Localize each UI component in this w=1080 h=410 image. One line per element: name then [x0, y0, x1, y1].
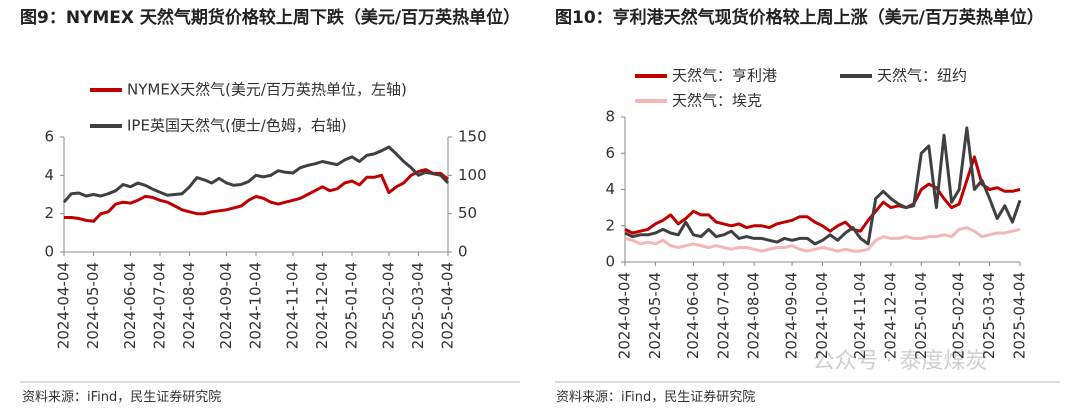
x-tick-label: 2025-03-04	[409, 262, 427, 349]
series-line	[62, 145, 450, 204]
series-line	[624, 226, 1021, 253]
y-tick-label: 0	[44, 243, 54, 261]
y-tick-label: 4	[605, 180, 615, 198]
y-tick-label: 6	[44, 128, 54, 146]
x-tick-label: 2025-04-04	[1011, 272, 1029, 359]
series-line	[624, 155, 1021, 235]
y-tick-label: 2	[605, 216, 615, 234]
series-line	[64, 168, 449, 223]
x-tick-label: 2024-11-04	[283, 262, 301, 349]
x-tick-label: 2024-09-04	[217, 262, 235, 349]
y2-tick-label: 50	[458, 204, 477, 222]
y2-tick-label: 0	[458, 243, 468, 261]
x-tick-label: 2024-06-04	[684, 272, 702, 359]
x-tick-label: 2024-08-04	[745, 272, 763, 359]
source-note: 资料来源：iFind，民生证券研究院	[556, 390, 756, 405]
x-tick-label: 2024-04-04	[616, 272, 634, 359]
x-tick-label: 2025-01-04	[912, 272, 930, 359]
x-tick-label: 2024-06-04	[121, 262, 139, 349]
x-tick-label: 2025-03-04	[980, 272, 998, 359]
x-tick-label: 2024-10-04	[247, 262, 265, 349]
y-tick-label: 4	[44, 166, 54, 184]
x-tick-label: 2025-02-04	[379, 262, 397, 349]
x-tick-label: 2024-12-04	[881, 272, 899, 359]
legend-label: 天然气：亨利港	[672, 67, 777, 85]
chart-title: 图9：NYMEX 天然气期货价格较上周下跌（美元/百万英热单位）	[20, 8, 521, 28]
y2-tick-label: 150	[458, 128, 487, 146]
watermark: 公众号 · 泰度煤炭	[813, 349, 988, 374]
x-tick-label: 2024-07-04	[151, 262, 169, 349]
y-tick-label: 6	[605, 144, 615, 162]
x-tick-label: 2025-02-04	[950, 272, 968, 359]
y-tick-label: 8	[605, 108, 615, 126]
x-tick-label: 2024-09-04	[783, 272, 801, 359]
x-tick-label: 2024-05-04	[646, 272, 664, 359]
x-tick-label: 2024-04-04	[55, 262, 73, 349]
series-line	[624, 126, 1022, 246]
x-tick-label: 2024-11-04	[851, 272, 869, 359]
x-tick-label: 2024-07-04	[714, 272, 732, 359]
x-tick-label: 2025-04-04	[439, 262, 457, 349]
legend-label: 天然气：纽约	[877, 67, 967, 85]
legend-label: 天然气：埃克	[672, 92, 762, 110]
x-tick-label: 2024-08-04	[180, 262, 198, 349]
x-tick-label: 2025-01-04	[343, 262, 361, 349]
x-tick-label: 2024-10-04	[813, 272, 831, 359]
y-tick-label: 0	[605, 253, 615, 271]
legend-label: NYMEX天然气(美元/百万英热单位，左轴)	[127, 81, 407, 99]
y-tick-label: 2	[44, 204, 54, 222]
chart-title: 图10：亨利港天然气现货价格较上周上涨（美元/百万英热单位）	[555, 8, 1044, 28]
x-tick-label: 2024-05-04	[84, 262, 102, 349]
legend-label: IPE英国天然气(便士/色姆，右轴)	[127, 117, 347, 135]
source-note: 资料来源：iFind，民生证券研究院	[22, 390, 222, 405]
y2-tick-label: 100	[458, 166, 487, 184]
x-tick-label: 2024-12-04	[313, 262, 331, 349]
